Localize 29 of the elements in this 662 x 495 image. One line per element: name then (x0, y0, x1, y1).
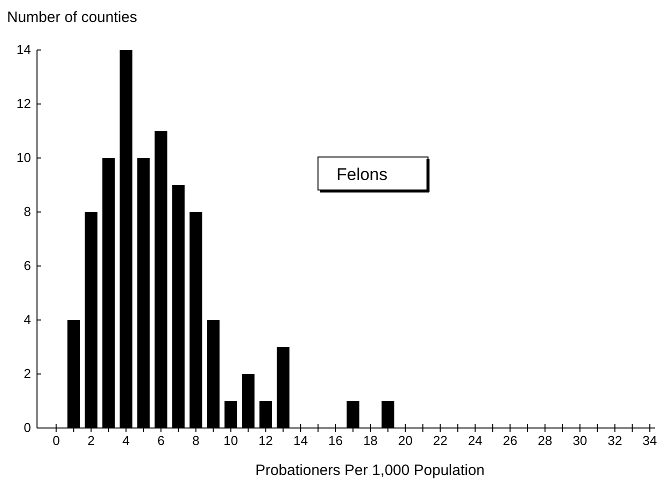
y-tick-label: 2 (24, 366, 31, 381)
x-tick-label: 10 (224, 433, 238, 448)
text: Felons (336, 165, 388, 184)
x-tick-label: 12 (258, 433, 273, 448)
y-axis-title: Number of counties (7, 9, 138, 26)
x-tick-label: 34 (642, 433, 657, 448)
x-tick-label: 14 (293, 433, 308, 448)
x-tick-label: 6 (157, 433, 165, 448)
y-tick-label: 14 (16, 42, 31, 57)
y-tick-label: 12 (16, 96, 31, 111)
x-tick-label: 24 (468, 433, 482, 448)
x-tick-label: 20 (398, 433, 413, 448)
x-tick-label: 26 (502, 433, 518, 448)
x-tick-label: 16 (328, 433, 343, 448)
y-tick-label: 4 (24, 312, 31, 327)
x-tick-label: 4 (122, 433, 130, 448)
x-tick-label: 22 (433, 433, 448, 448)
y-tick-label: 0 (24, 420, 31, 435)
x-axis-title: Probationers Per 1,000 Population (255, 462, 485, 479)
y-tick-label: 10 (16, 150, 31, 165)
y-tick-label: 6 (24, 258, 31, 273)
x-tick-label: 28 (538, 433, 552, 448)
x-tick-label: 32 (608, 433, 622, 448)
x-tick-label: 18 (363, 433, 378, 448)
y-tick-label: 8 (24, 204, 31, 219)
x-tick-label: 8 (192, 433, 200, 448)
x-tick-label: 2 (88, 433, 95, 448)
x-tick-label: 0 (52, 433, 60, 448)
x-tick-label: 30 (572, 433, 588, 448)
